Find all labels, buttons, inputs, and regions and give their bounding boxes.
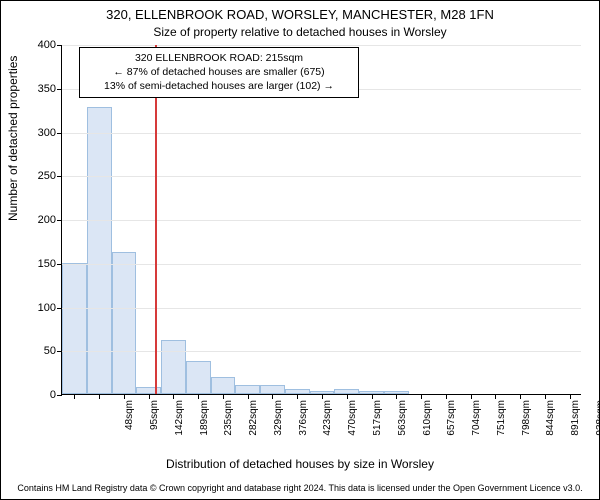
histogram-bar xyxy=(136,387,161,394)
y-tick-mark xyxy=(57,45,62,46)
gridline xyxy=(62,351,581,352)
x-tick-label: 376sqm xyxy=(296,400,309,450)
x-tick-mark xyxy=(223,394,224,399)
x-tick-mark xyxy=(297,394,298,399)
x-tick-label: 751sqm xyxy=(494,400,507,450)
histogram-bar xyxy=(161,340,186,394)
chart-container: 320, ELLENBROOK ROAD, WORSLEY, MANCHESTE… xyxy=(0,0,600,500)
y-tick-mark xyxy=(57,351,62,352)
y-tick-mark xyxy=(57,308,62,309)
gridline xyxy=(62,176,581,177)
x-tick-mark xyxy=(149,394,150,399)
x-tick-mark xyxy=(570,394,571,399)
annotation-line-2: ← 87% of detached houses are smaller (67… xyxy=(86,65,352,79)
gridline xyxy=(62,45,581,46)
histogram-bar xyxy=(62,263,87,394)
gridline xyxy=(62,133,581,134)
x-tick-mark xyxy=(248,394,249,399)
gridline xyxy=(62,264,581,265)
x-tick-mark xyxy=(347,394,348,399)
x-tick-label: 938sqm xyxy=(593,400,600,450)
gridline xyxy=(62,308,581,309)
y-tick-mark xyxy=(57,220,62,221)
x-tick-mark xyxy=(446,394,447,399)
y-axis-label: Number of detached properties xyxy=(6,56,20,221)
x-tick-label: 517sqm xyxy=(370,400,383,450)
x-tick-mark xyxy=(421,394,422,399)
y-tick-mark xyxy=(57,176,62,177)
x-tick-label: 798sqm xyxy=(519,400,532,450)
x-tick-label: 891sqm xyxy=(568,400,581,450)
x-tick-mark xyxy=(471,394,472,399)
x-tick-mark xyxy=(495,394,496,399)
x-tick-label: 189sqm xyxy=(197,400,210,450)
x-tick-mark xyxy=(173,394,174,399)
x-tick-label: 657sqm xyxy=(444,400,457,450)
x-tick-label: 563sqm xyxy=(395,400,408,450)
x-tick-label: 282sqm xyxy=(246,400,259,450)
x-tick-label: 142sqm xyxy=(172,400,185,450)
x-tick-label: 844sqm xyxy=(543,400,556,450)
histogram-bar xyxy=(186,361,211,394)
x-tick-mark xyxy=(520,394,521,399)
y-tick-mark xyxy=(57,264,62,265)
x-tick-label: 610sqm xyxy=(420,400,433,450)
x-tick-label: 235sqm xyxy=(221,400,234,450)
x-tick-label: 423sqm xyxy=(320,400,333,450)
chart-title-main: 320, ELLENBROOK ROAD, WORSLEY, MANCHESTE… xyxy=(1,7,599,22)
y-tick-mark xyxy=(57,133,62,134)
x-tick-label: 704sqm xyxy=(469,400,482,450)
histogram-bar xyxy=(260,385,285,394)
x-tick-mark xyxy=(396,394,397,399)
annotation-line-3: 13% of semi-detached houses are larger (… xyxy=(86,79,352,93)
x-axis-label: Distribution of detached houses by size … xyxy=(1,457,599,471)
y-tick-mark xyxy=(57,395,62,396)
x-tick-mark xyxy=(545,394,546,399)
chart-title-sub: Size of property relative to detached ho… xyxy=(1,25,599,39)
gridline xyxy=(62,220,581,221)
footer-text: Contains HM Land Registry data © Crown c… xyxy=(1,483,599,493)
y-tick-mark xyxy=(57,89,62,90)
x-tick-mark xyxy=(124,394,125,399)
x-tick-label: 470sqm xyxy=(345,400,358,450)
x-tick-mark xyxy=(272,394,273,399)
histogram-bar xyxy=(211,377,236,395)
x-tick-mark xyxy=(99,394,100,399)
x-tick-mark xyxy=(322,394,323,399)
x-tick-mark xyxy=(198,394,199,399)
annotation-line-1: 320 ELLENBROOK ROAD: 215sqm xyxy=(86,51,352,65)
histogram-bar xyxy=(112,252,137,394)
x-tick-mark xyxy=(372,394,373,399)
x-tick-mark xyxy=(74,394,75,399)
x-tick-label: 95sqm xyxy=(147,400,160,450)
x-tick-label: 48sqm xyxy=(122,400,135,450)
x-tick-label: 329sqm xyxy=(271,400,284,450)
histogram-bar xyxy=(235,385,260,394)
annotation-box: 320 ELLENBROOK ROAD: 215sqm ← 87% of det… xyxy=(79,47,359,98)
